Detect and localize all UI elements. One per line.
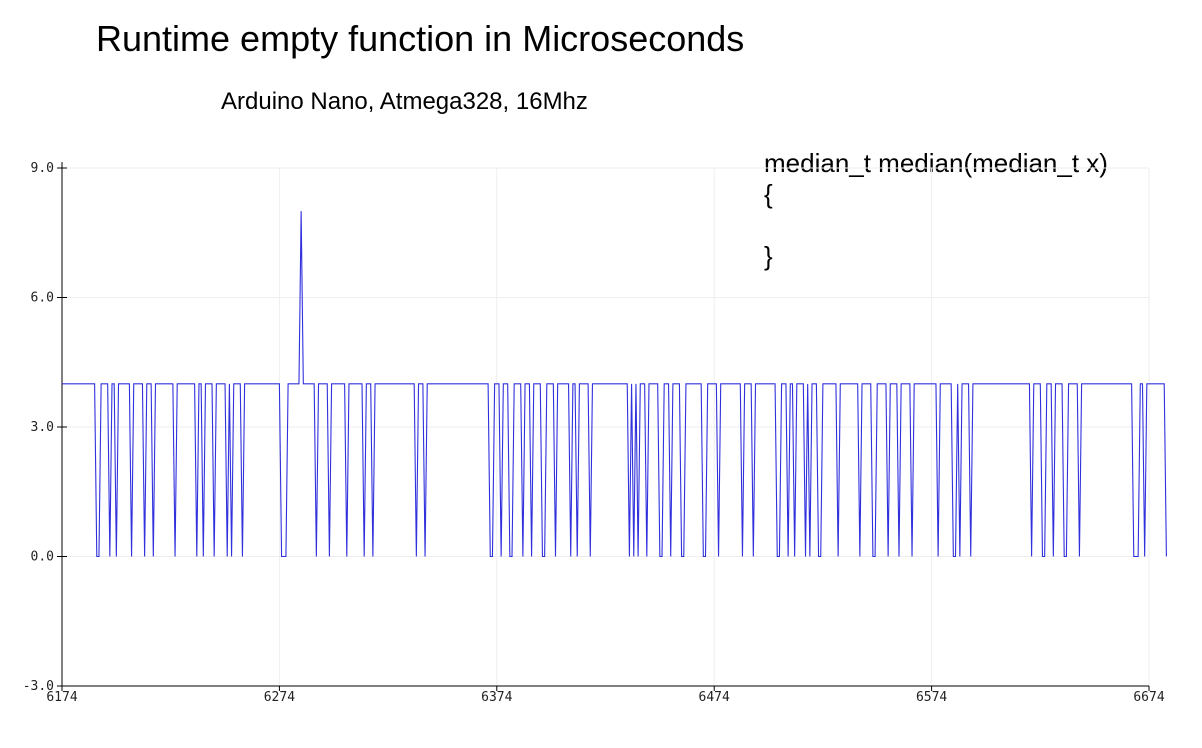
x-tick-label: 6174 [46,690,77,705]
code-line-close-brace: } [764,241,773,271]
code-annotation: median_t median(median_t x) { } [764,148,1108,272]
code-line-signature: median_t median(median_t x) [764,148,1108,178]
y-tick-label: 3.0 [31,420,54,435]
code-line-open-brace: { [764,179,773,209]
x-tick-label: 6274 [264,690,295,705]
x-tick-label: 6374 [481,690,512,705]
ticks: -3.0 0.0 3.0 6.0 9.0 6174 6274 6374 6474 6574 6674 [23,161,1165,705]
series-layer [62,211,1167,558]
x-tick-label: 6474 [699,690,730,705]
axes [61,162,1149,687]
y-tick-label: 0.0 [31,550,54,565]
chart-title: Runtime empty function in Microseconds [96,18,745,59]
y-tick-label: 9.0 [31,161,54,176]
y-tick-label: -3.0 [23,679,54,694]
series-line-0 [62,211,1167,558]
chart-subtitle: Arduino Nano, Atmega328, 16Mhz [221,88,588,115]
x-tick-label: 6574 [916,690,947,705]
y-tick-label: 6.0 [31,291,54,306]
x-tick-label: 6674 [1133,690,1164,705]
